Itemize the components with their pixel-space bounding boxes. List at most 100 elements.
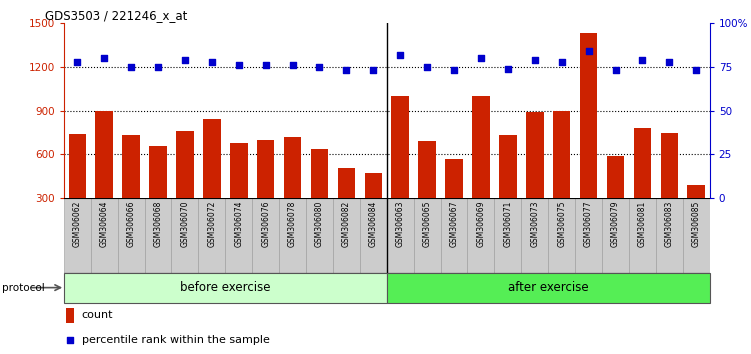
Bar [629,198,656,273]
Text: after exercise: after exercise [508,281,589,294]
Point [583,48,595,54]
Text: GDS3503 / 221246_x_at: GDS3503 / 221246_x_at [45,9,187,22]
Bar [95,110,113,242]
Text: GSM306074: GSM306074 [234,200,243,247]
Point [179,57,191,63]
Bar [306,198,333,273]
Bar [521,198,548,273]
Text: GSM306081: GSM306081 [638,200,647,247]
Bar [526,112,544,242]
Text: GSM306068: GSM306068 [153,200,162,247]
Text: GSM306067: GSM306067 [450,200,459,247]
Point [313,64,325,70]
Bar [171,198,198,273]
Point [206,59,218,64]
Bar [360,198,387,273]
Point [64,337,76,343]
Bar [494,198,521,273]
Point [125,64,137,70]
Bar [548,198,575,273]
Bar [499,136,517,242]
Text: GSM306084: GSM306084 [369,200,378,247]
Bar [122,136,140,242]
Bar [284,137,301,242]
Text: GSM306069: GSM306069 [476,200,485,247]
Bar [364,173,382,242]
Bar [257,140,274,242]
Bar [445,159,463,242]
Bar [64,198,91,273]
Point [636,57,648,63]
Point [98,55,110,61]
Bar [467,198,494,273]
Bar [118,198,144,273]
Bar [602,198,629,273]
Point [529,57,541,63]
Text: GSM306063: GSM306063 [396,200,405,247]
Bar [333,198,360,273]
Bar [225,198,252,273]
Text: GSM306062: GSM306062 [73,200,82,247]
Text: percentile rank within the sample: percentile rank within the sample [82,335,270,346]
Bar [279,198,306,273]
Bar [198,198,225,273]
Bar [656,198,683,273]
FancyBboxPatch shape [387,273,710,303]
Bar [252,198,279,273]
Bar [203,119,221,242]
Point [260,62,272,68]
Bar [144,198,171,273]
Point [421,64,433,70]
Text: GSM306075: GSM306075 [557,200,566,247]
Text: count: count [82,310,113,320]
Point [394,52,406,57]
Text: GSM306066: GSM306066 [127,200,136,247]
Point [690,68,702,73]
Point [152,64,164,70]
Point [502,66,514,72]
Bar [65,308,74,323]
Bar [607,156,624,242]
Bar [176,131,194,242]
Text: protocol: protocol [2,282,44,293]
Bar [441,198,467,273]
Point [367,68,379,73]
Text: GSM306073: GSM306073 [530,200,539,247]
Text: GSM306082: GSM306082 [342,200,351,247]
Point [287,62,299,68]
Bar [472,96,490,242]
Text: GSM306080: GSM306080 [315,200,324,247]
Bar [580,33,597,242]
Bar [553,110,571,242]
Point [340,68,352,73]
Text: GSM306076: GSM306076 [261,200,270,247]
Text: GSM306085: GSM306085 [692,200,701,247]
Bar [575,198,602,273]
Text: GSM306071: GSM306071 [503,200,512,247]
Point [610,68,622,73]
Text: GSM306079: GSM306079 [611,200,620,247]
Bar [683,198,710,273]
Bar [230,143,248,242]
Text: GSM306078: GSM306078 [288,200,297,247]
Bar [687,185,705,242]
Bar [311,149,328,242]
Bar [387,198,414,273]
Text: GSM306077: GSM306077 [584,200,593,247]
Point [556,59,568,64]
Point [71,59,83,64]
Text: GSM306070: GSM306070 [180,200,189,247]
Bar [68,134,86,242]
Text: GSM306065: GSM306065 [423,200,432,247]
Bar [91,198,118,273]
Text: GSM306072: GSM306072 [207,200,216,247]
Point [233,62,245,68]
Bar [338,167,355,242]
Text: GSM306083: GSM306083 [665,200,674,247]
Text: before exercise: before exercise [180,281,270,294]
Point [475,55,487,61]
Bar [391,96,409,242]
Bar [149,146,167,242]
Text: GSM306064: GSM306064 [100,200,109,247]
Point [663,59,675,64]
